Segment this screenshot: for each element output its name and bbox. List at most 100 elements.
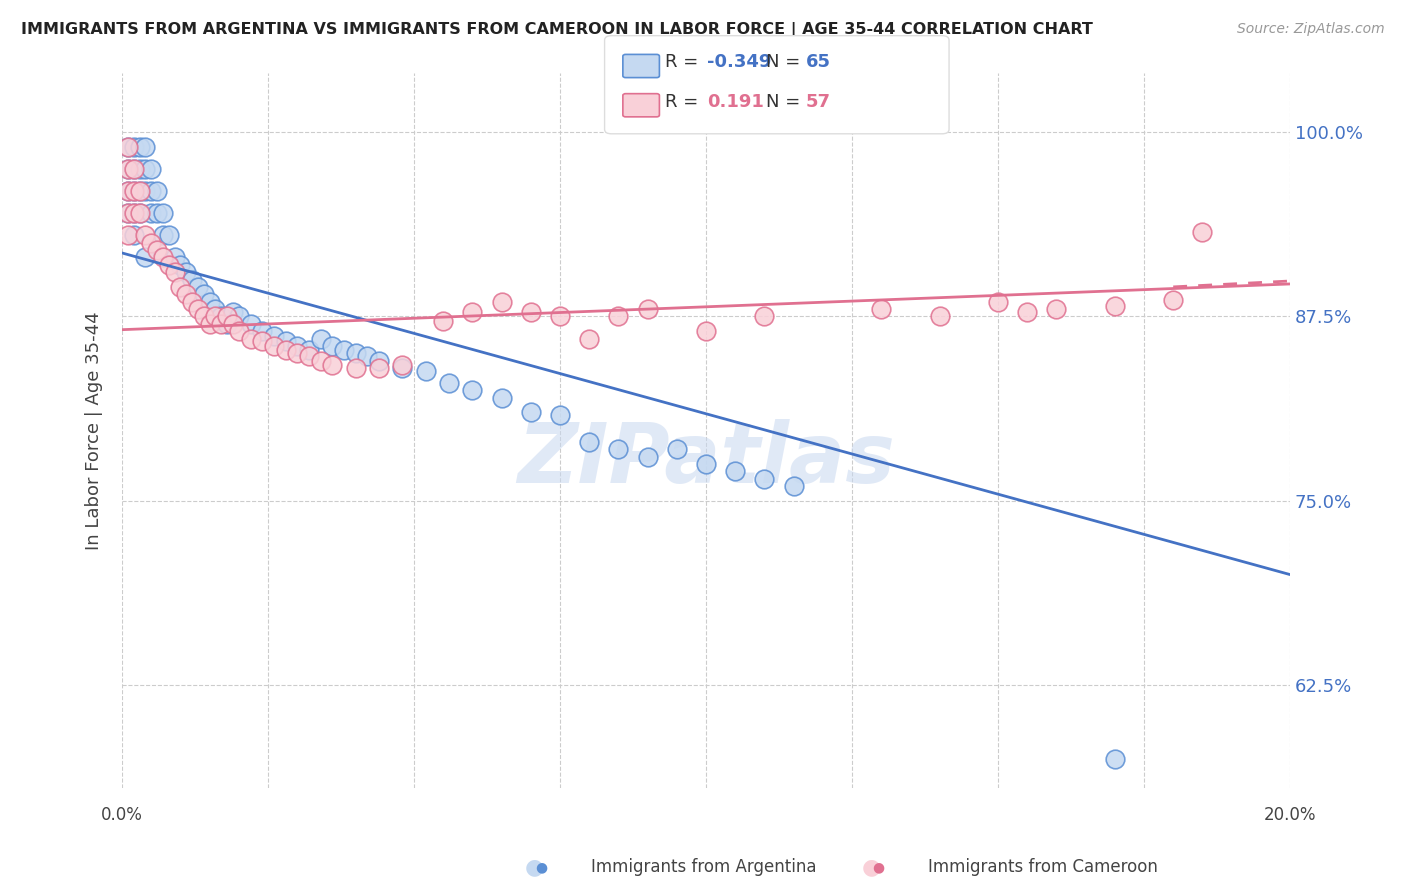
Point <box>163 265 186 279</box>
Point <box>152 206 174 220</box>
Point <box>134 251 156 265</box>
Point <box>146 206 169 220</box>
Point <box>285 339 308 353</box>
Point <box>122 206 145 220</box>
Text: IMMIGRANTS FROM ARGENTINA VS IMMIGRANTS FROM CAMEROON IN LABOR FORCE | AGE 35-44: IMMIGRANTS FROM ARGENTINA VS IMMIGRANTS … <box>21 22 1092 38</box>
Point <box>187 280 209 294</box>
Point <box>222 317 245 331</box>
Point <box>209 317 232 331</box>
Point <box>117 140 139 154</box>
Point <box>117 206 139 220</box>
Point <box>157 258 180 272</box>
Point <box>134 161 156 176</box>
Point <box>117 206 139 220</box>
Point <box>209 310 232 324</box>
Point <box>217 317 239 331</box>
Point <box>128 184 150 198</box>
Point <box>695 324 717 338</box>
Point <box>298 343 321 358</box>
Text: N =: N = <box>766 54 806 71</box>
Point <box>391 361 413 376</box>
Point <box>391 358 413 372</box>
Point <box>637 301 659 316</box>
Point <box>1017 305 1039 319</box>
Text: ●: ● <box>524 857 544 877</box>
Point <box>198 294 221 309</box>
Text: Source: ZipAtlas.com: Source: ZipAtlas.com <box>1237 22 1385 37</box>
Point <box>193 310 215 324</box>
Point <box>152 251 174 265</box>
Point <box>250 324 273 338</box>
Point <box>754 472 776 486</box>
Point <box>122 184 145 198</box>
Point <box>187 301 209 316</box>
Point <box>128 140 150 154</box>
Point <box>368 361 391 376</box>
Point <box>117 228 139 243</box>
Point <box>491 294 513 309</box>
Point <box>285 346 308 360</box>
Point <box>309 332 332 346</box>
Point <box>309 353 332 368</box>
Point <box>356 349 378 363</box>
Text: Immigrants from Cameroon: Immigrants from Cameroon <box>928 858 1157 876</box>
Point <box>432 314 454 328</box>
Point <box>548 310 571 324</box>
Point <box>754 310 776 324</box>
Point <box>128 206 150 220</box>
Point <box>122 184 145 198</box>
Point <box>461 383 484 397</box>
Point <box>222 305 245 319</box>
Point <box>122 161 145 176</box>
Point <box>461 305 484 319</box>
Point <box>415 364 437 378</box>
Point <box>122 161 145 176</box>
Point <box>117 161 139 176</box>
Text: R =: R = <box>665 54 704 71</box>
Point <box>665 442 688 457</box>
Point <box>128 161 150 176</box>
Point <box>607 442 630 457</box>
Point <box>141 206 163 220</box>
Point <box>520 305 543 319</box>
Point <box>239 332 262 346</box>
Text: 57: 57 <box>806 93 831 111</box>
Point <box>437 376 460 390</box>
Point <box>274 343 297 358</box>
Point <box>1104 299 1126 313</box>
Point <box>117 140 139 154</box>
Y-axis label: In Labor Force | Age 35-44: In Labor Force | Age 35-44 <box>86 311 103 550</box>
Point <box>141 161 163 176</box>
Point <box>333 343 356 358</box>
Point <box>134 228 156 243</box>
Point <box>782 479 804 493</box>
Point <box>1104 752 1126 766</box>
Point <box>695 457 717 471</box>
Text: 20.0%: 20.0% <box>1264 806 1316 824</box>
Point <box>204 301 226 316</box>
Point <box>239 317 262 331</box>
Point <box>146 184 169 198</box>
Point <box>181 272 204 286</box>
Point <box>368 353 391 368</box>
Text: Immigrants from Argentina: Immigrants from Argentina <box>591 858 815 876</box>
Text: 0.0%: 0.0% <box>101 806 143 824</box>
Point <box>141 184 163 198</box>
Point <box>578 332 600 346</box>
Point <box>134 140 156 154</box>
Point <box>174 287 197 301</box>
Text: -0.349: -0.349 <box>707 54 772 71</box>
Point <box>321 358 343 372</box>
Point <box>122 228 145 243</box>
Point <box>298 349 321 363</box>
Point <box>520 405 543 419</box>
Point <box>607 310 630 324</box>
Text: N =: N = <box>766 93 806 111</box>
Point <box>1191 225 1213 239</box>
Point <box>578 434 600 449</box>
Text: ●: ● <box>862 857 882 877</box>
Point <box>1161 293 1184 308</box>
Point <box>152 228 174 243</box>
Point <box>217 310 239 324</box>
Text: ●: ● <box>536 860 547 874</box>
